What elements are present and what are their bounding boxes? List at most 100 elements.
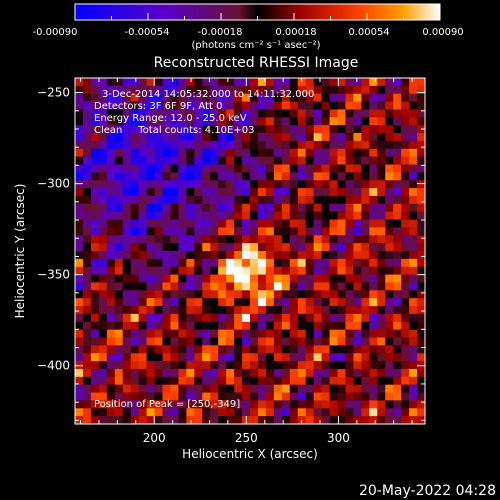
heatmap-cell [393, 125, 402, 134]
heatmap-cell [377, 156, 386, 166]
heatmap-cell [250, 93, 259, 103]
heatmap-cell [154, 78, 164, 87]
heatmap-cell [273, 109, 283, 118]
heatmap-cell [162, 345, 172, 354]
heatmap-cell [361, 361, 370, 370]
heatmap-cell [281, 188, 291, 197]
heatmap-cell [234, 416, 243, 424]
heatmap-cell [130, 400, 140, 409]
heatmap-cell [329, 353, 339, 362]
heatmap-cell [345, 282, 354, 291]
heatmap-cell [75, 384, 84, 394]
heatmap-cell [170, 156, 179, 166]
heatmap-cell [321, 211, 331, 221]
heatmap-cell [385, 353, 394, 362]
heatmap-cell [257, 251, 267, 260]
heatmap-cell [377, 109, 386, 118]
heatmap-cell [361, 219, 370, 229]
heatmap-cell [289, 376, 299, 386]
heatmap-cell [98, 188, 108, 197]
heatmap-cell [305, 345, 315, 354]
heatmap-cell [218, 321, 227, 331]
heatmap-cell [377, 164, 386, 173]
heatmap-cell [401, 211, 410, 221]
heatmap-cell [154, 148, 164, 158]
heatmap-cell [361, 78, 370, 87]
heatmap-cell [393, 156, 402, 166]
heatmap-cell [377, 133, 386, 142]
heatmap-cell [385, 93, 394, 103]
heatmap-cell [75, 392, 84, 402]
heatmap-cell [257, 125, 267, 134]
heatmap-cell [122, 235, 132, 244]
heatmap-cell [154, 274, 164, 284]
heatmap-cell [242, 180, 251, 189]
heatmap-cell [162, 361, 172, 370]
heatmap-cell [186, 353, 195, 362]
heatmap-cell [98, 78, 108, 87]
heatmap-cell [82, 117, 92, 126]
heatmap-cell [377, 416, 386, 424]
heatmap-cell [162, 125, 172, 134]
heatmap-cell [146, 148, 156, 158]
heatmap-cell [417, 353, 425, 362]
heatmap-cell [361, 156, 370, 166]
heatmap-cell [114, 125, 124, 134]
heatmap-cell [178, 321, 187, 331]
heatmap-cell [321, 85, 331, 95]
heatmap-cell [154, 329, 164, 339]
heatmap-cell [345, 306, 354, 315]
heatmap-cell [337, 290, 347, 299]
heatmap-cell [75, 85, 84, 95]
heatmap-cell [369, 306, 378, 315]
heatmap-cell [401, 164, 410, 173]
heatmap-cell [409, 156, 418, 166]
heatmap-cell [82, 235, 92, 244]
heatmap-cell [289, 345, 299, 354]
heatmap-cell [289, 392, 299, 402]
heatmap-cell [401, 85, 410, 95]
heatmap-cell [178, 376, 187, 386]
heatmap-cell [385, 313, 394, 323]
heatmap-cell [226, 203, 235, 213]
heatmap-cell [75, 290, 84, 299]
heatmap-cell [321, 140, 331, 150]
heatmap-cell [194, 117, 203, 126]
heatmap-cell [305, 290, 315, 299]
heatmap-cell [170, 133, 179, 142]
heatmap-cell [202, 125, 211, 134]
heatmap-cell [305, 306, 315, 315]
heatmap-cell [250, 243, 259, 252]
heatmap-cell [321, 361, 331, 370]
heatmap-cell [154, 133, 164, 142]
heatmap-cell [170, 203, 179, 213]
heatmap-cell [154, 337, 164, 346]
heatmap-cell [305, 353, 315, 362]
heatmap-cell [257, 148, 267, 158]
heatmap-cell [289, 384, 299, 394]
heatmap-cell [385, 109, 394, 118]
heatmap-cell [106, 243, 116, 252]
heatmap-cell [146, 361, 156, 370]
heatmap-cell [393, 282, 402, 291]
heatmap-cell [242, 313, 251, 323]
heatmap-cell [130, 408, 140, 417]
heatmap-cell [329, 345, 339, 354]
heatmap-cell [138, 140, 148, 150]
heatmap-cell [218, 180, 227, 189]
heatmap-cell [281, 85, 291, 95]
heatmap-cell [417, 78, 425, 87]
heatmap-cell [265, 251, 275, 260]
heatmap-cell [297, 306, 307, 315]
heatmap-cell [186, 148, 195, 158]
heatmap-cell [186, 219, 195, 229]
heatmap-cell [98, 353, 108, 362]
heatmap-cell [401, 117, 410, 126]
heatmap-cell [202, 227, 211, 236]
heatmap-cell [242, 243, 251, 252]
heatmap-cell [82, 219, 92, 229]
heatmap-cell [242, 133, 251, 142]
heatmap-cell [75, 400, 84, 409]
heatmap-cell [417, 345, 425, 354]
